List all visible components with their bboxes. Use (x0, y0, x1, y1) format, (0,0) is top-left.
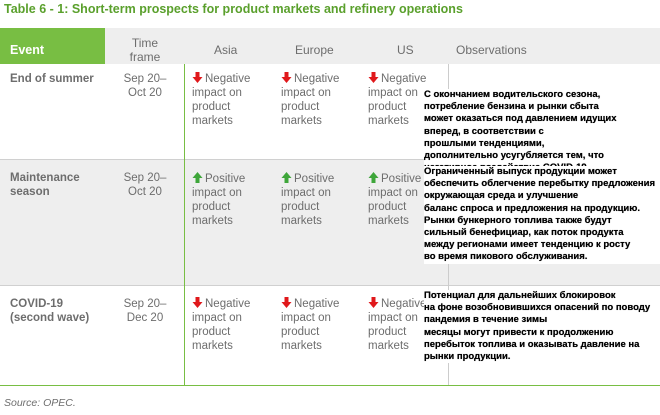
time-frame-value: Sep 20– Oct 20 (123, 73, 167, 99)
header-observations: Observations (456, 43, 527, 57)
column-divider (184, 64, 185, 385)
event-label: End of summer (10, 73, 94, 85)
down-arrow-icon (281, 72, 292, 83)
header-time-frame: Time frame (129, 36, 161, 64)
header-cells (105, 28, 660, 64)
event-label: Maintenance season (10, 172, 80, 198)
up-arrow-icon (281, 172, 292, 183)
impact-us: Negative impact on product markets (368, 72, 427, 127)
impact-us: Positive impact on product markets (368, 172, 422, 227)
table-title: Table 6 - 1: Short-term prospects for pr… (4, 2, 463, 16)
impact-us: Negative impact on product markets (368, 297, 427, 352)
up-arrow-icon (368, 172, 379, 183)
observations-text: Потенциал для дальнейших блокировок на ф… (424, 290, 660, 364)
header-us: US (397, 43, 414, 57)
down-arrow-icon (192, 72, 203, 83)
down-arrow-icon (368, 72, 379, 83)
impact-asia: Negative impact on product markets (192, 297, 251, 352)
event-label: COVID-19 (second wave) (10, 298, 90, 324)
time-frame-value: Sep 20– Dec 20 (123, 298, 167, 324)
observations-text: Ограниченный выпуск продукции может обес… (424, 166, 660, 264)
row-divider (0, 285, 660, 286)
header-europe: Europe (295, 43, 334, 57)
impact-europe: Negative impact on product markets (281, 297, 340, 352)
prospects-table: Event Time frame Asia Europe US Observat… (0, 28, 660, 390)
impact-asia: Positive impact on product markets (192, 172, 246, 227)
up-arrow-icon (192, 172, 203, 183)
impact-asia: Negative impact on product markets (192, 72, 251, 127)
observations-text: С окончанием водительского сезона, потре… (424, 89, 660, 175)
header-asia: Asia (214, 43, 238, 57)
header-event-cell (0, 28, 105, 64)
down-arrow-icon (192, 297, 203, 308)
down-arrow-icon (281, 297, 292, 308)
impact-europe: Negative impact on product markets (281, 72, 340, 127)
source-note: Source: OPEC. (4, 397, 76, 409)
impact-europe: Positive impact on product markets (281, 172, 335, 227)
down-arrow-icon (368, 297, 379, 308)
table-bottom-rule (0, 385, 660, 386)
time-frame-value: Sep 20– Oct 20 (123, 172, 167, 198)
row-divider (0, 159, 660, 160)
header-event: Event (10, 43, 45, 57)
